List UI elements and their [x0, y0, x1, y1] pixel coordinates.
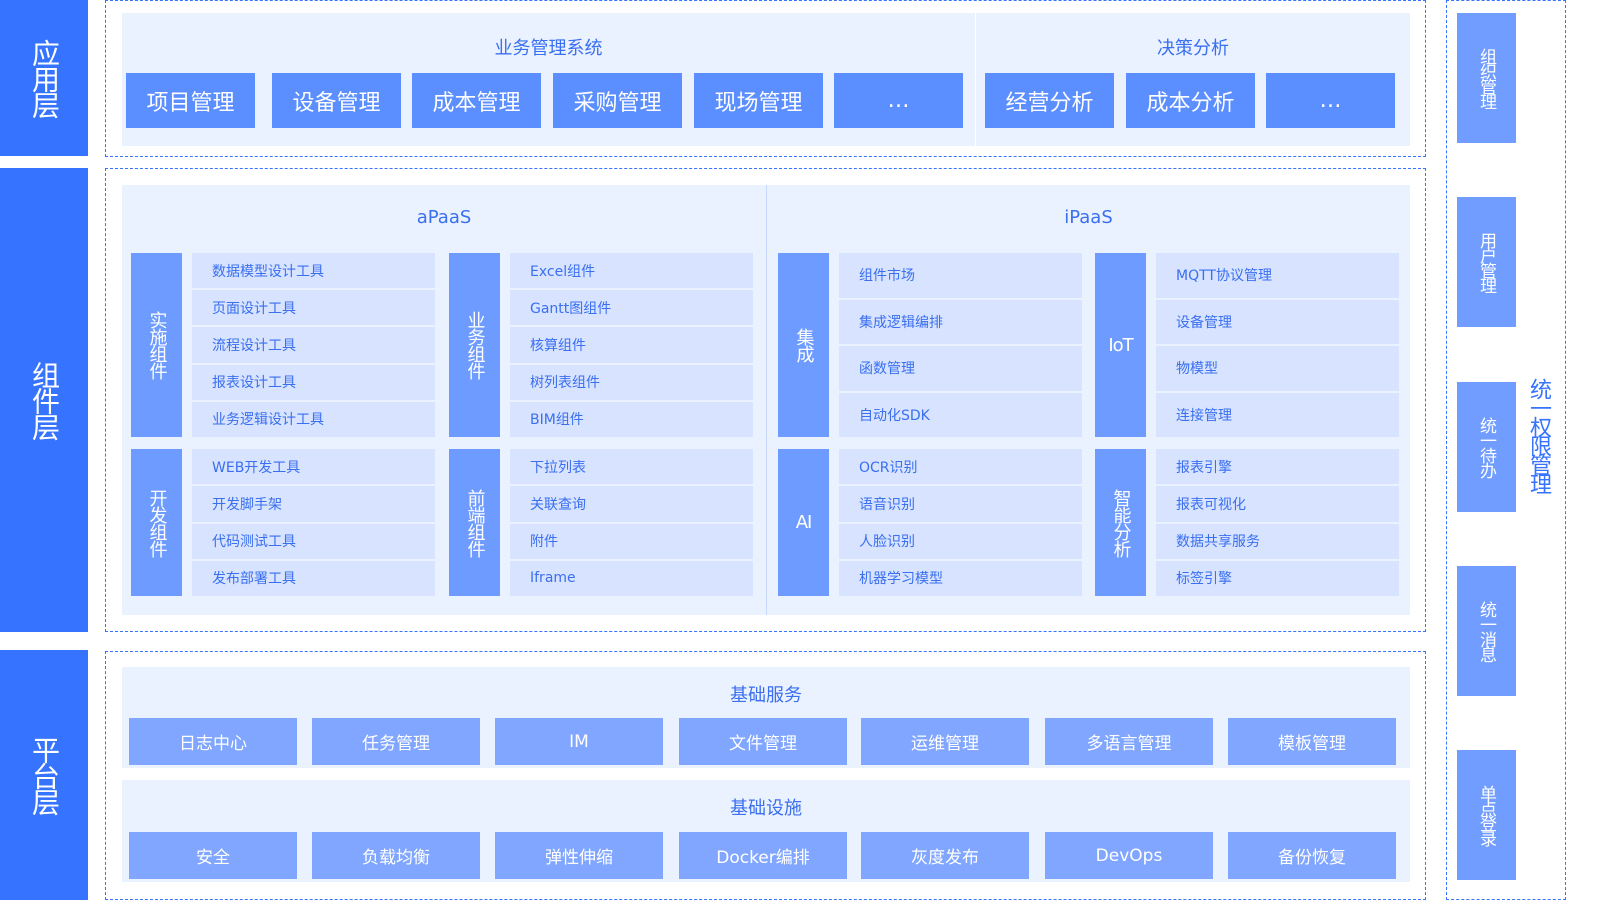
apaas-title: aPaaS: [416, 207, 472, 228]
component-item: 代码测试工具: [192, 523, 435, 559]
component-item: 数据共享服务: [1156, 523, 1399, 559]
component-item: BIM组件: [510, 401, 753, 437]
component-item: 人脸识别: [839, 523, 1082, 559]
panel-divider: [766, 185, 767, 615]
permission-item: 统一待办: [1457, 382, 1516, 512]
component-item: Gantt图组件: [510, 290, 753, 326]
component-item: 集成逻辑编排: [839, 299, 1082, 344]
component-item: 设备管理: [1156, 299, 1399, 344]
infra-button: 安全: [129, 832, 297, 879]
layer-label: 应用层: [0, 0, 88, 156]
component-item: 流程设计工具: [192, 327, 435, 363]
app-module-button: 采购管理: [553, 73, 682, 128]
infra-button: DevOps: [1045, 832, 1213, 879]
component-item: 函数管理: [839, 346, 1082, 391]
component-item: 开发脚手架: [192, 486, 435, 522]
component-item: 连接管理: [1156, 392, 1399, 437]
component-item: Excel组件: [510, 253, 753, 289]
business-system-title: 业务管理系统: [494, 38, 603, 59]
layer-label: 平台层: [0, 650, 88, 900]
service-button: 运维管理: [861, 718, 1029, 765]
permission-item: 组织管理: [1457, 13, 1516, 143]
component-group-label: IoT: [1095, 253, 1146, 437]
infra-button: 备份恢复: [1228, 832, 1396, 879]
component-group-label: 实施组件: [131, 253, 182, 437]
component-item: 报表引擎: [1156, 449, 1399, 485]
ipaas-title: iPaaS: [1064, 207, 1113, 228]
permission-title: 统一权限管理: [1526, 378, 1551, 492]
component-item: 关联查询: [510, 486, 753, 522]
platform-layer-box: [105, 651, 1426, 900]
component-item: 报表设计工具: [192, 364, 435, 400]
component-group-label: 开发组件: [131, 449, 182, 596]
app-layer-box: [105, 0, 1426, 157]
infra-button: 弹性伸缩: [495, 832, 663, 879]
component-layer-box: [105, 168, 1426, 632]
component-item: 语音识别: [839, 486, 1082, 522]
component-item: 组件市场: [839, 253, 1082, 298]
component-item: 业务逻辑设计工具: [192, 401, 435, 437]
permission-item: 单点登录: [1457, 750, 1516, 880]
app-module-button: 经营分析: [985, 73, 1114, 128]
app-module-button: 项目管理: [126, 73, 255, 128]
component-group-label: 业务组件: [449, 253, 500, 437]
component-group-label: AI: [778, 449, 829, 596]
infra-title: 基础设施: [730, 798, 802, 819]
component-item: Iframe: [510, 560, 753, 596]
service-button: IM: [495, 718, 663, 765]
app-module-button: …: [1266, 73, 1395, 128]
service-button: 日志中心: [129, 718, 297, 765]
app-module-button: …: [834, 73, 963, 128]
infra-button: Docker编排: [679, 832, 847, 879]
infra-button: 负载均衡: [312, 832, 480, 879]
app-module-button: 成本分析: [1126, 73, 1255, 128]
permission-item: 用户管理: [1457, 197, 1516, 327]
component-item: 标签引擎: [1156, 560, 1399, 596]
component-item: WEB开发工具: [192, 449, 435, 485]
service-button: 任务管理: [312, 718, 480, 765]
component-item: 附件: [510, 523, 753, 559]
infra-button: 灰度发布: [861, 832, 1029, 879]
service-button: 模板管理: [1228, 718, 1396, 765]
component-item: OCR识别: [839, 449, 1082, 485]
layer-label: 组件层: [0, 168, 88, 632]
component-item: 自动化SDK: [839, 392, 1082, 437]
component-item: 下拉列表: [510, 449, 753, 485]
component-group-label: 集成: [778, 253, 829, 437]
component-group-label: 智能分析: [1095, 449, 1146, 596]
component-item: 物模型: [1156, 346, 1399, 391]
permission-item: 统一消息: [1457, 566, 1516, 696]
component-item: 数据模型设计工具: [192, 253, 435, 289]
app-module-button: 现场管理: [694, 73, 823, 128]
component-item: 机器学习模型: [839, 560, 1082, 596]
panel-divider: [975, 13, 976, 146]
component-item: 树列表组件: [510, 364, 753, 400]
component-group-label: 前端组件: [449, 449, 500, 596]
component-item: MQTT协议管理: [1156, 253, 1399, 298]
app-module-button: 设备管理: [272, 73, 401, 128]
permission-box: [1446, 0, 1566, 900]
component-item: 核算组件: [510, 327, 753, 363]
component-item: 发布部署工具: [192, 560, 435, 596]
component-item: 页面设计工具: [192, 290, 435, 326]
component-item: 报表可视化: [1156, 486, 1399, 522]
services-title: 基础服务: [730, 685, 802, 706]
service-button: 文件管理: [679, 718, 847, 765]
app-module-button: 成本管理: [412, 73, 541, 128]
service-button: 多语言管理: [1045, 718, 1213, 765]
decision-analysis-title: 决策分析: [1157, 38, 1229, 59]
